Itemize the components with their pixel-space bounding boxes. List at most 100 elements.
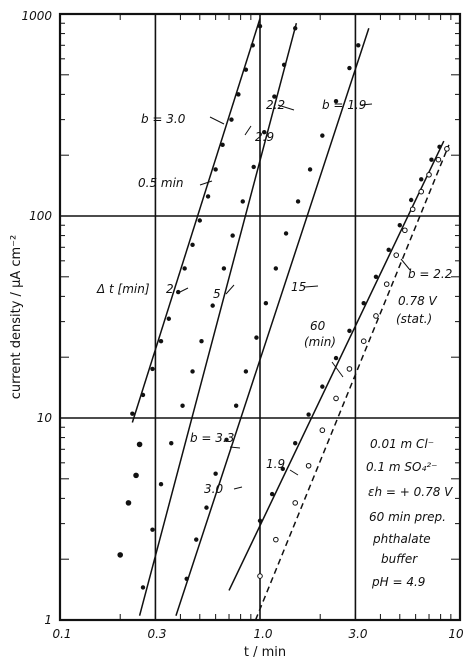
leader-lines <box>179 103 411 490</box>
data-point <box>263 301 269 306</box>
data-point <box>133 472 139 479</box>
data-point <box>150 366 155 372</box>
data-point-open <box>346 366 353 372</box>
leader-line <box>225 284 235 295</box>
data-point <box>197 218 202 223</box>
data-point <box>204 505 209 510</box>
annotation: 0.78 V <box>398 294 438 308</box>
data-point <box>293 441 298 446</box>
data-point <box>295 199 301 204</box>
data-point <box>213 471 218 476</box>
data-point-open <box>444 146 450 152</box>
data-point <box>166 316 172 321</box>
x-tick-label: 3.0 <box>348 627 367 641</box>
data-point <box>213 167 218 172</box>
data-point <box>158 338 164 344</box>
data-point <box>262 129 267 135</box>
data-point <box>169 441 174 446</box>
annotation: 0.01 m Cl⁻ <box>370 437 434 451</box>
data-point <box>233 403 239 408</box>
data-point-open <box>257 573 263 579</box>
annotation: b = 2.2 <box>408 267 452 281</box>
data-point <box>210 303 215 308</box>
data-point <box>419 177 424 182</box>
data-point <box>240 199 245 204</box>
y-tick-label: 100 <box>29 209 52 223</box>
leader-line <box>229 446 241 449</box>
leader-line <box>209 116 225 125</box>
series-line <box>138 23 298 616</box>
annotation: b = 3.3 <box>190 431 234 445</box>
leader-line <box>244 125 252 136</box>
annotation: phthalate <box>372 532 431 546</box>
annotation: (min) <box>304 335 336 349</box>
data-point <box>236 92 241 97</box>
y-tick-label: 10 <box>37 411 53 425</box>
data-point <box>333 355 339 361</box>
annotation: 5 <box>213 287 221 301</box>
data-point <box>320 384 325 389</box>
data-point <box>397 223 402 228</box>
y-axis-label: current density / μA cm⁻² <box>9 235 24 400</box>
data-point-open <box>373 313 379 319</box>
annotation: 3.0 <box>204 482 223 496</box>
data-point-open <box>273 536 279 543</box>
plot-frame <box>58 12 462 622</box>
data-point <box>229 117 234 122</box>
data-point <box>140 392 146 398</box>
series-line <box>228 140 445 591</box>
annotation: b = 3.0 <box>141 112 186 126</box>
data-point-open <box>360 338 367 344</box>
data-point <box>293 26 298 31</box>
data-point <box>386 247 391 253</box>
data-point <box>361 301 366 306</box>
leader-line <box>277 104 295 111</box>
x-tick-label: 0.3 <box>147 627 166 641</box>
data-point <box>269 491 275 497</box>
data-point <box>257 24 263 29</box>
data-point <box>306 412 311 417</box>
series-layer <box>131 18 450 621</box>
annotation: (stat.) <box>396 312 432 326</box>
data-point-open <box>305 462 312 469</box>
series-line <box>175 28 370 616</box>
data-point <box>125 500 132 506</box>
y-tick-label: 1000 <box>21 9 52 23</box>
data-point <box>243 369 249 374</box>
data-point <box>373 274 379 280</box>
data-point <box>194 537 199 542</box>
y-tick-label: 1 <box>44 613 52 627</box>
leader-line <box>289 469 299 476</box>
series-line <box>254 144 450 621</box>
annotation: buffer <box>381 552 418 566</box>
data-point-open <box>393 252 400 258</box>
data-point <box>320 133 325 138</box>
series-line <box>131 18 261 423</box>
data-point <box>254 335 259 340</box>
data-point <box>140 585 146 590</box>
data-point-open <box>319 427 326 434</box>
leader-line <box>199 180 213 186</box>
data-point <box>182 266 187 271</box>
annotation: pH = 4.9 <box>371 575 425 589</box>
data-point <box>272 94 277 99</box>
data-point <box>150 527 155 532</box>
data-point-open <box>333 395 339 402</box>
data-point-open <box>435 156 442 163</box>
annotations: b = 3.0 2.2 b = 1.9 2.9 0.5 min Δ t [min… <box>96 98 453 589</box>
annotation: 0.1 m SO₄²⁻ <box>366 460 437 474</box>
annotation: 2.9 <box>255 130 274 144</box>
leader-line <box>400 258 411 271</box>
data-point <box>243 67 249 72</box>
data-point <box>136 441 143 448</box>
annotation: 0.5 min <box>138 176 184 190</box>
data-point <box>307 167 313 172</box>
x-axis-label: t / min <box>244 645 286 660</box>
data-point <box>250 43 255 48</box>
annotation: 15 <box>291 280 306 294</box>
annotation: 1.9 <box>266 457 285 471</box>
data-point <box>280 466 285 472</box>
data-point <box>220 142 225 148</box>
data-point <box>408 197 414 203</box>
